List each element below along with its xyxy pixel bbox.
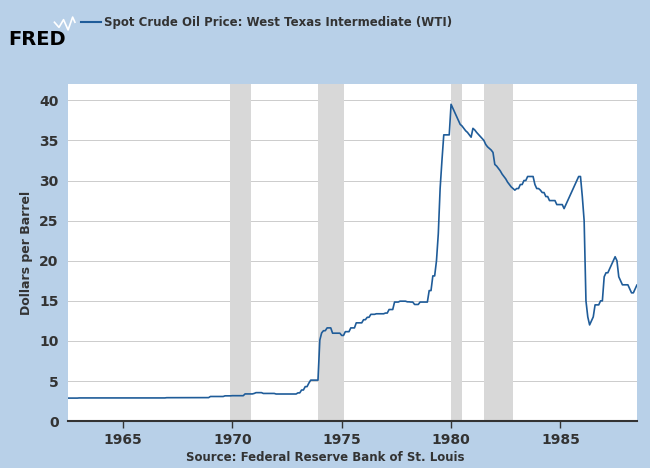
Bar — [484, 84, 513, 421]
Y-axis label: Dollars per Barrel: Dollars per Barrel — [20, 190, 33, 315]
Text: Source: Federal Reserve Bank of St. Louis: Source: Federal Reserve Bank of St. Loui… — [186, 451, 464, 464]
Text: Spot Crude Oil Price: West Texas Intermediate (WTI): Spot Crude Oil Price: West Texas Interme… — [104, 16, 452, 29]
Bar — [451, 84, 462, 421]
Bar — [231, 84, 250, 421]
Text: FRED: FRED — [8, 30, 66, 50]
Bar — [318, 84, 343, 421]
